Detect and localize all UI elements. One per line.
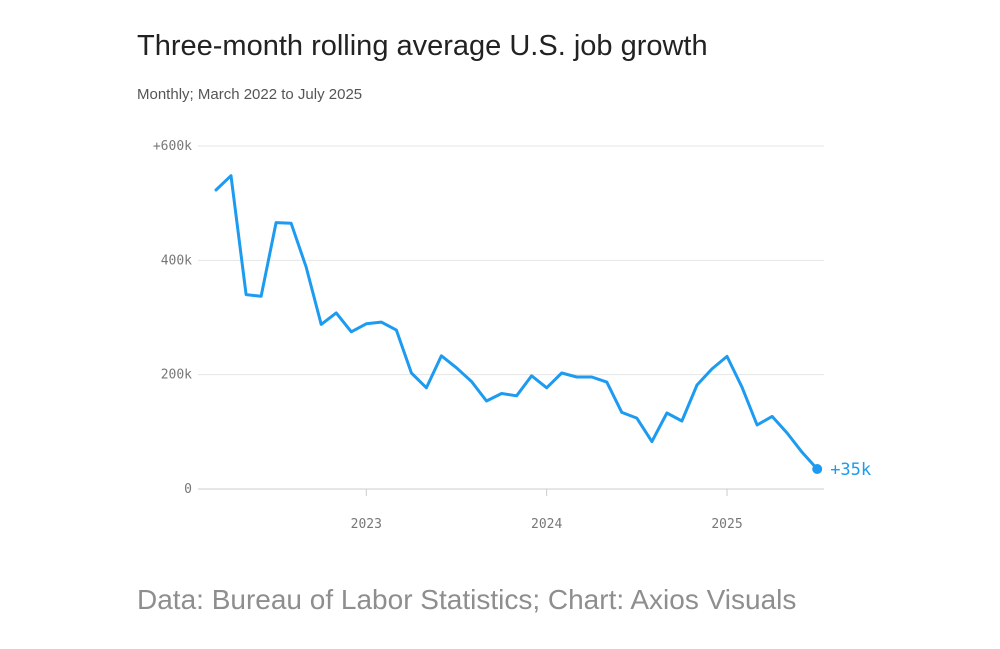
y-tick-label: 0	[184, 482, 192, 497]
end-value-label: +35k	[830, 460, 871, 480]
y-tick-label: 400k	[161, 253, 192, 268]
x-tick-label: 2023	[351, 517, 382, 532]
x-tick-label: 2025	[711, 517, 742, 532]
y-tick-label: 200k	[161, 368, 192, 383]
source-note: Data: Bureau of Labor Statistics; Chart:…	[137, 584, 797, 615]
chart-title: Three-month rolling average U.S. job gro…	[137, 30, 708, 62]
gridlines	[198, 145, 824, 490]
y-tick-label: +600k	[153, 139, 192, 154]
series-line	[214, 174, 819, 471]
x-tick-label: 2024	[531, 517, 562, 532]
end-point-marker	[812, 463, 823, 474]
axes	[365, 489, 728, 496]
series	[214, 174, 823, 474]
labels: 0 200k 400k +600k 2023 2024 2025 +35k	[153, 139, 871, 532]
chart-subtitle: Monthly; March 2022 to July 2025	[137, 86, 363, 103]
